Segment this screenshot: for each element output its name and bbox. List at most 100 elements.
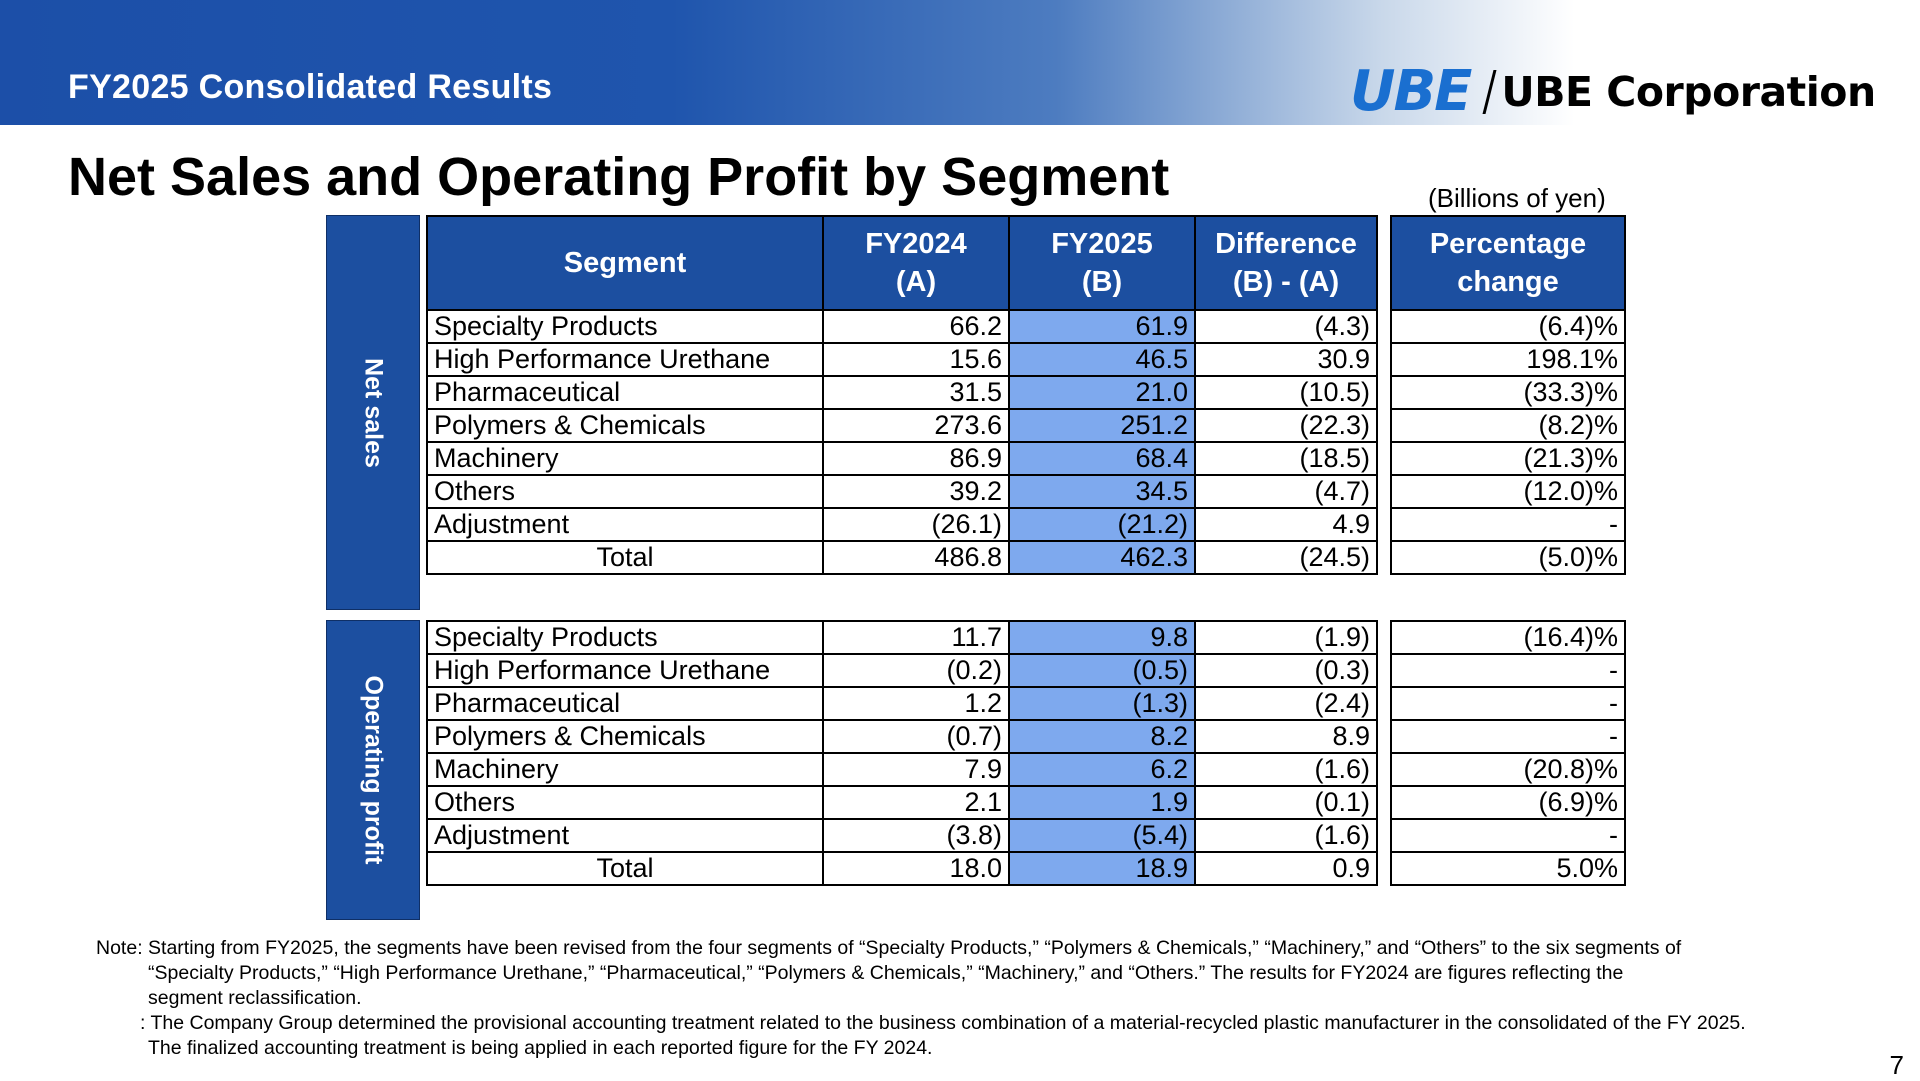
fy2025-cell: (1.3) [1008, 686, 1196, 721]
net-sales-label: Net sales [359, 357, 388, 468]
header-fy2024: FY2024 (A) [822, 215, 1010, 311]
fy2025-cell: 8.2 [1008, 719, 1196, 754]
fy2024-cell: 18.0 [822, 851, 1010, 886]
fy2024-cell: 31.5 [822, 375, 1010, 410]
table-row: Total 486.8 462.3 (24.5) [426, 540, 1378, 575]
fy2025-cell: (21.2) [1008, 507, 1196, 542]
difference-cell: (24.5) [1194, 540, 1378, 575]
header-segment: Segment [426, 215, 824, 311]
fy2024-cell: 66.2 [822, 309, 1010, 344]
logo-divider [1482, 70, 1497, 114]
difference-cell: (1.9) [1194, 620, 1378, 655]
segment-cell: Polymers & Chemicals [426, 408, 824, 443]
segment-cell: Others [426, 474, 824, 509]
fy2025-cell: 61.9 [1008, 309, 1196, 344]
percentage-change-cell: - [1390, 818, 1626, 853]
percentage-change-cell: - [1390, 719, 1626, 754]
difference-cell: (4.7) [1194, 474, 1378, 509]
percentage-change-cell: 198.1% [1390, 342, 1626, 377]
percentage-change-cell: (12.0)% [1390, 474, 1626, 509]
fy2025-cell: 9.8 [1008, 620, 1196, 655]
header-fy2025: FY2025 (B) [1008, 215, 1196, 311]
table-row: Adjustment (3.8) (5.4) (1.6) [426, 818, 1378, 853]
table-row: - [1390, 686, 1626, 721]
page-title: Net Sales and Operating Profit by Segmen… [68, 147, 1170, 207]
operating-profit-label: Operating profit [359, 675, 388, 865]
difference-cell: (18.5) [1194, 441, 1378, 476]
table-row: (12.0)% [1390, 474, 1626, 509]
notes: Note: Starting from FY2025, the segments… [96, 936, 1896, 1061]
fy2025-cell: 68.4 [1008, 441, 1196, 476]
table-row: Specialty Products 11.7 9.8 (1.9) [426, 620, 1378, 655]
fy2024-cell: 486.8 [822, 540, 1010, 575]
table-row: 198.1% [1390, 342, 1626, 377]
fy2024-cell: 39.2 [822, 474, 1010, 509]
table-row: (21.3)% [1390, 441, 1626, 476]
table-row: - [1390, 818, 1626, 853]
difference-cell: (1.6) [1194, 752, 1378, 787]
table-row: (33.3)% [1390, 375, 1626, 410]
header-percentage-change: Percentage change [1390, 215, 1626, 311]
percentage-change-table: Percentage change (6.4)% 198.1% (33.3)% (8.2… [1390, 215, 1626, 575]
difference-cell: (10.5) [1194, 375, 1378, 410]
fy2024-cell: 11.7 [822, 620, 1010, 655]
table-row: (8.2)% [1390, 408, 1626, 443]
percentage-change-cell: (33.3)% [1390, 375, 1626, 410]
segment-cell: Others [426, 785, 824, 820]
segment-cell: Polymers & Chemicals [426, 719, 824, 754]
ube-logo: UBE UBE Corporation [1350, 62, 1876, 122]
table-row: - [1390, 507, 1626, 542]
percentage-change-cell: (20.8)% [1390, 752, 1626, 787]
table-row: Total 18.0 18.9 0.9 [426, 851, 1378, 886]
difference-cell: (22.3) [1194, 408, 1378, 443]
difference-cell: (0.1) [1194, 785, 1378, 820]
units-label: (Billions of yen) [1428, 183, 1606, 213]
difference-cell: 4.9 [1194, 507, 1378, 542]
segment-cell: Pharmaceutical [426, 686, 824, 721]
table-row: Specialty Products 66.2 61.9 (4.3) [426, 309, 1378, 344]
banner-title: FY2025 Consolidated Results [68, 68, 553, 106]
difference-cell: 0.9 [1194, 851, 1378, 886]
percentage-change-cell: (21.3)% [1390, 441, 1626, 476]
fy2025-cell: 21.0 [1008, 375, 1196, 410]
fy2024-cell: 7.9 [822, 752, 1010, 787]
percentage-change-cell: (8.2)% [1390, 408, 1626, 443]
fy2025-cell: (0.5) [1008, 653, 1196, 688]
table-row: High Performance Urethane (0.2) (0.5) (0.3) [426, 653, 1378, 688]
table-row: Polymers & Chemicals (0.7) 8.2 8.9 [426, 719, 1378, 754]
table-row: Pharmaceutical 31.5 21.0 (10.5) [426, 375, 1378, 410]
difference-cell: 8.9 [1194, 719, 1378, 754]
fy2025-cell: 462.3 [1008, 540, 1196, 575]
note-2-line-1: : The Company Group determined the provi… [140, 1012, 1746, 1034]
note-1-line-3: segment reclassification. [148, 987, 362, 1009]
segment-cell: Total [426, 540, 824, 575]
difference-cell: (2.4) [1194, 686, 1378, 721]
percentage-change-cell: - [1390, 653, 1626, 688]
percentage-change-cell: (5.0)% [1390, 540, 1626, 575]
segment-cell: Total [426, 851, 824, 886]
table-row: Pharmaceutical 1.2 (1.3) (2.4) [426, 686, 1378, 721]
ube-logo-mark: UBE [1350, 59, 1472, 124]
fy2025-cell: 18.9 [1008, 851, 1196, 886]
operating-profit-side-label: Operating profit [326, 620, 420, 920]
table-row: Machinery 7.9 6.2 (1.6) [426, 752, 1378, 787]
percentage-change-cell: 5.0% [1390, 851, 1626, 886]
difference-cell: 30.9 [1194, 342, 1378, 377]
percentage-change-cell: (6.9)% [1390, 785, 1626, 820]
fy2024-cell: 1.2 [822, 686, 1010, 721]
table-row: Polymers & Chemicals 273.6 251.2 (22.3) [426, 408, 1378, 443]
fy2024-cell: 15.6 [822, 342, 1010, 377]
table-row: - [1390, 719, 1626, 754]
fy2024-cell: (26.1) [822, 507, 1010, 542]
fy2024-cell: (0.7) [822, 719, 1010, 754]
header-difference: Difference (B) - (A) [1194, 215, 1378, 311]
table-row: - [1390, 653, 1626, 688]
segment-cell: Pharmaceutical [426, 375, 824, 410]
op-percentage-change-table: (16.4)% - - - (20.8)% (6.9)% -5.0% [1390, 620, 1626, 886]
page-number: 7 [1889, 1050, 1904, 1080]
table-row: (5.0)% [1390, 540, 1626, 575]
difference-cell: (4.3) [1194, 309, 1378, 344]
table-row: Others 2.1 1.9 (0.1) [426, 785, 1378, 820]
fy2024-cell: (0.2) [822, 653, 1010, 688]
difference-cell: (1.6) [1194, 818, 1378, 853]
